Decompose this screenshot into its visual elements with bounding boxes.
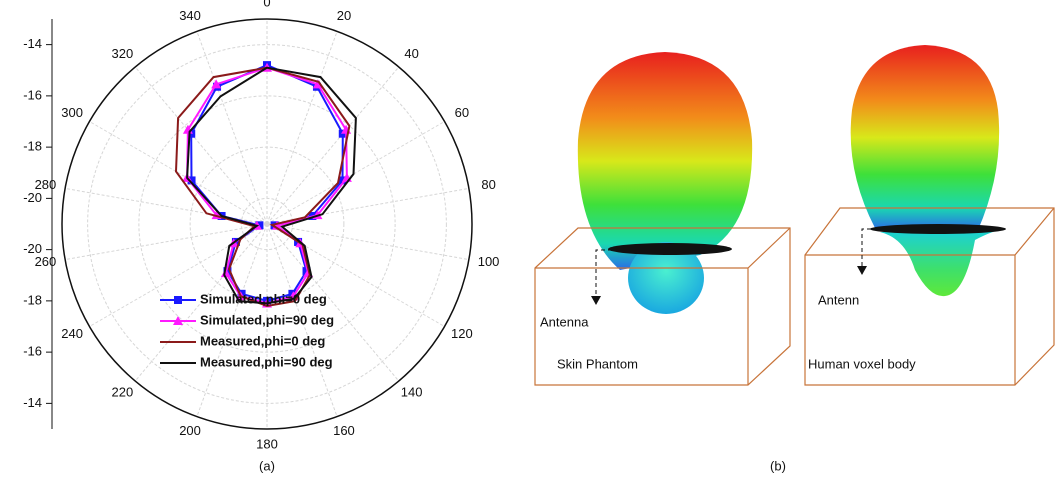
r-tick-label: -14 [23, 395, 42, 410]
polar-chart: 0 20 40 60 80 100 120 140 160 180 200 220 240 260 280 3… [23, 0, 499, 451]
r-tick-label: -14 [23, 36, 42, 51]
angle-label: 220 [112, 385, 134, 400]
arrow-head [857, 266, 867, 275]
legend: Simulated,phi=0 deg Simulated,phi=90 deg M… [160, 291, 334, 369]
caption: (b) [770, 458, 786, 473]
grid-spoke [266, 223, 338, 417]
antenna-label: Antenn [818, 292, 859, 307]
back-lobe [628, 242, 704, 314]
grid-spoke [266, 121, 445, 225]
arrow [861, 228, 871, 268]
grid-spoke [266, 223, 400, 382]
antenna-disk [870, 224, 1006, 234]
grid-spoke [266, 187, 469, 225]
angle-label: 200 [179, 423, 201, 438]
r-tick-label: -16 [23, 87, 42, 102]
angle-label: 60 [455, 105, 469, 120]
angle-label: 40 [404, 46, 418, 61]
antenna-disk [608, 243, 732, 255]
r-tick-label: -18 [23, 292, 42, 307]
marker [187, 176, 196, 185]
grid-spoke [134, 66, 268, 225]
angle-label: 320 [112, 46, 134, 61]
angle-label: 160 [333, 423, 355, 438]
antenna-label: Antenna [540, 314, 589, 329]
grid-spoke [266, 66, 400, 225]
grid-circle [87, 44, 447, 404]
r-tick-label: -20 [23, 241, 42, 256]
angle-label: 80 [481, 177, 495, 192]
marker [338, 176, 347, 185]
angle-label: 180 [256, 436, 278, 451]
grid-spoke [266, 223, 469, 261]
angle-label: 240 [61, 326, 83, 341]
marker [312, 79, 323, 89]
angle-label: 140 [401, 385, 423, 400]
main-lobe [577, 52, 753, 270]
grid-spoke [196, 31, 268, 225]
grid-spoke [65, 223, 268, 261]
grid-spoke [65, 187, 268, 225]
grid-circle [138, 95, 396, 353]
back-lobe [880, 230, 1000, 297]
angle-label: 120 [451, 326, 473, 341]
main-lobe [850, 45, 1000, 230]
voxel-body-box [804, 207, 1055, 386]
r-tick-label: -16 [23, 344, 42, 359]
panel-b: Antenna Skin Phantom Antenn Human voxel … [534, 45, 1055, 473]
legend-label: Measured,phi=90 deg [200, 354, 333, 369]
legend-label: Simulated,phi=0 deg [200, 291, 327, 306]
grid-spoke [266, 31, 338, 225]
legend-label: Measured,phi=0 deg [200, 333, 325, 348]
angle-label: 280 [35, 177, 57, 192]
series-line [174, 66, 351, 308]
outer-circle [61, 18, 473, 430]
arrow [595, 249, 612, 298]
r-tick-label: -20 [23, 190, 42, 205]
r-tick-label: -18 [23, 139, 42, 154]
body-label: Skin Phantom [557, 356, 638, 371]
grid-spoke [266, 223, 445, 327]
grid-spoke [89, 223, 268, 327]
body-label: Human voxel body [808, 356, 916, 371]
grid-spoke [89, 121, 268, 225]
angle-label: 100 [478, 254, 500, 269]
legend-marker [173, 316, 183, 325]
grid-spoke [196, 223, 268, 417]
grid-spoke [134, 223, 268, 382]
angle-label: 0 [263, 0, 270, 9]
skin-phantom-box [534, 227, 791, 386]
angle-label: 260 [35, 254, 57, 269]
angle-label: 340 [179, 8, 201, 23]
marker [211, 79, 222, 89]
arrow-head [591, 296, 601, 305]
angle-label: 20 [337, 8, 351, 23]
series-line [186, 66, 357, 305]
legend-label: Simulated,phi=90 deg [200, 312, 334, 327]
angle-label: 300 [61, 105, 83, 120]
legend-marker [174, 296, 182, 304]
caption: (a) [259, 458, 275, 473]
